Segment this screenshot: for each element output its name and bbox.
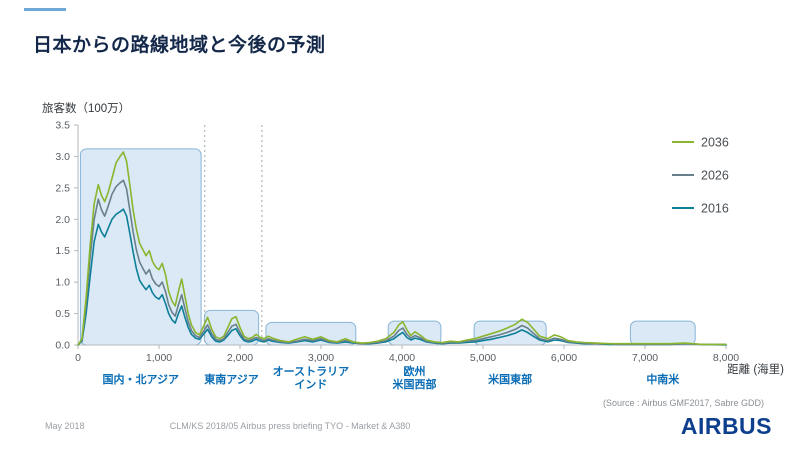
y-tick-label-7: 3.5 [55, 120, 70, 132]
forecast-chart: 0.0 0.5 1.0 1.5 2.0 2.5 3.0 3.5 0 1,000 2,000 3,000… [12, 92, 788, 394]
y-axis-title: 旅客数（100万） [42, 101, 130, 115]
region-box-5 [629, 320, 696, 346]
region-label-4: 米国東部 [487, 372, 532, 386]
region-label-1: 東南アジア [204, 372, 259, 386]
legend-label-2016: 2016 [701, 202, 729, 216]
region-box-4 [473, 320, 547, 346]
x-tick-label-0: 0 [75, 352, 81, 364]
series-line-2016 [77, 208, 727, 346]
legend-label-2026: 2026 [701, 169, 729, 183]
footer-reference: CLM/KS 2018/05 Airbus press briefing TYO… [169, 421, 411, 431]
x-tick-label-1: 1,000 [146, 352, 172, 364]
series-line-2026 [77, 179, 727, 346]
y-tick-label-0: 0.0 [55, 340, 70, 352]
x-tick-label-8: 8,000 [713, 352, 739, 364]
legend-label-2036: 2036 [701, 136, 729, 150]
y-tick-label-4: 2.0 [55, 214, 70, 226]
forecast-chart-svg: 0.0 0.5 1.0 1.5 2.0 2.5 3.0 3.5 0 1,000 2,000 3,000… [42, 101, 784, 391]
y-tick-label-3: 1.5 [55, 245, 70, 257]
x-tick-label-5: 5,000 [470, 352, 496, 364]
x-tick-label-4: 4,000 [389, 352, 415, 364]
accent-line [24, 8, 66, 11]
x-tick-label-2: 2,000 [227, 352, 253, 364]
x-axis-title: 距離 (海里) [727, 362, 784, 376]
y-tick-label-2: 1.0 [55, 277, 70, 289]
page-title: 日本からの路線地域と今後の予測 [33, 35, 326, 56]
region-label-2: オーストラリアインド [273, 365, 349, 391]
airbus-logo: AIRBUS [680, 413, 772, 439]
x-tick-label-3: 3,000 [308, 352, 334, 364]
footer-date: May 2018 [45, 421, 85, 431]
series-line-2036 [77, 151, 727, 346]
region-label-3: 欧州米国西部 [392, 364, 437, 391]
region-label-5: 中南米 [646, 372, 680, 386]
y-tick-label-5: 2.5 [55, 182, 70, 194]
x-tick-label-6: 6,000 [551, 352, 577, 364]
y-tick-label-1: 0.5 [55, 308, 70, 320]
source-note: (Source : Airbus GMF2017, Sabre GDD) [602, 398, 764, 408]
y-tick-label-6: 3.0 [55, 151, 70, 163]
x-tick-label-7: 7,000 [632, 352, 658, 364]
region-label-0: 国内・北アジア [102, 372, 179, 386]
